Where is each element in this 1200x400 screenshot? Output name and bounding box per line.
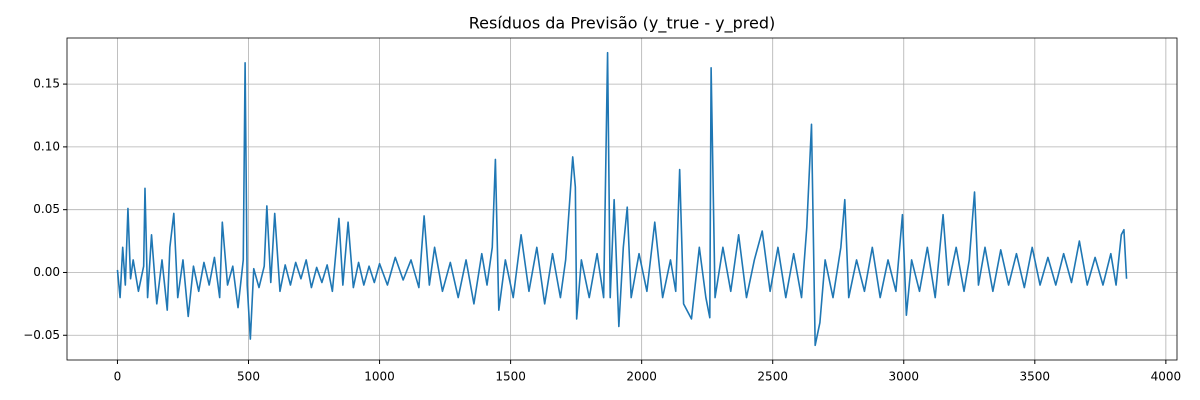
y-tick-label: 0.10 xyxy=(33,139,60,153)
y-tick-label: −0.05 xyxy=(23,328,60,342)
x-tick-label: 3500 xyxy=(1020,370,1051,384)
data-line xyxy=(116,51,1128,347)
x-tick-label: 2000 xyxy=(626,370,657,384)
x-tick-label: 1000 xyxy=(364,370,395,384)
plot-frame xyxy=(66,37,1178,361)
y-tick-label: 0.00 xyxy=(33,265,60,279)
x-tick-label: 0 xyxy=(114,370,122,384)
x-tick-label: 3000 xyxy=(888,370,919,384)
chart-title: Resíduos da Previsão (y_true - y_pred) xyxy=(469,14,776,34)
x-tick-label: 500 xyxy=(237,370,260,384)
x-tick-label: 2500 xyxy=(757,370,788,384)
y-tick-label: 0.15 xyxy=(33,77,60,91)
x-tick-label: 4000 xyxy=(1151,370,1182,384)
y-tick-label: 0.05 xyxy=(33,202,60,216)
x-tick-label: 1500 xyxy=(495,370,526,384)
